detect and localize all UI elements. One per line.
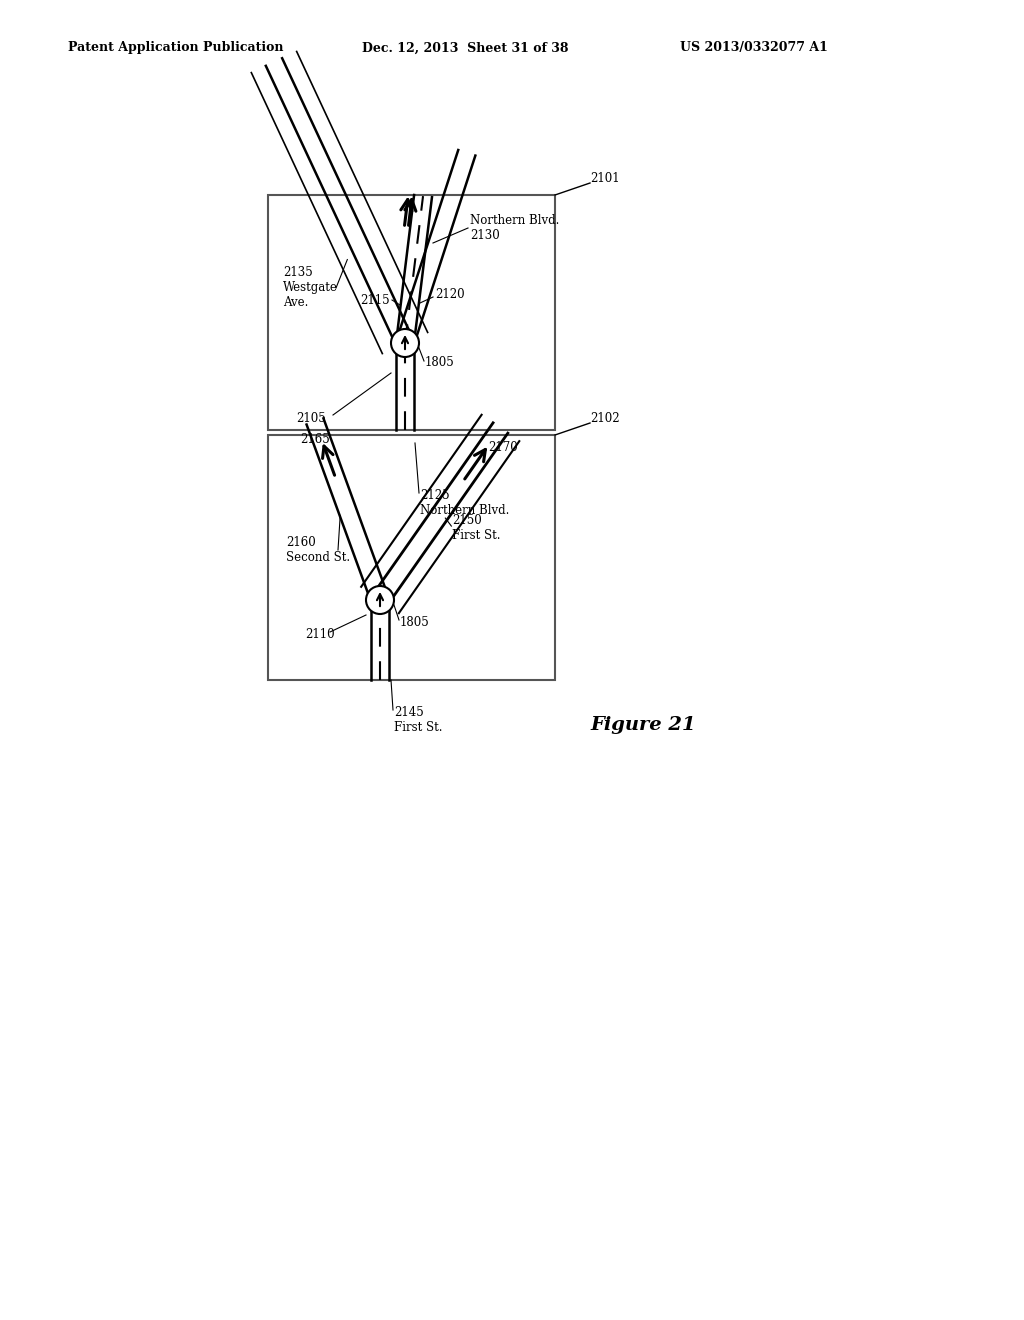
Bar [268,195,555,430]
Circle shape [366,586,394,614]
Text: 2120: 2120 [435,289,465,301]
Text: 2110: 2110 [305,628,335,642]
Text: 2115: 2115 [360,293,390,306]
Text: 2125
Northern Blvd.: 2125 Northern Blvd. [420,488,509,517]
Text: 2105: 2105 [296,412,326,425]
Text: 2101: 2101 [590,172,620,185]
Text: 2150
First St.: 2150 First St. [453,513,501,543]
Text: 2135
Westgate
Ave.: 2135 Westgate Ave. [283,267,338,309]
Text: 1805: 1805 [400,615,430,628]
Text: 2170: 2170 [488,441,518,454]
Text: 2102: 2102 [590,412,620,425]
Text: Dec. 12, 2013  Sheet 31 of 38: Dec. 12, 2013 Sheet 31 of 38 [362,41,568,54]
Text: US 2013/0332077 A1: US 2013/0332077 A1 [680,41,827,54]
Circle shape [391,329,419,356]
Text: Figure 21: Figure 21 [590,715,695,734]
Text: Patent Application Publication: Patent Application Publication [68,41,284,54]
Text: 2160
Second St.: 2160 Second St. [286,536,350,564]
Text: 1805: 1805 [425,356,455,370]
Bar [268,436,555,680]
Text: Northern Blvd.
2130: Northern Blvd. 2130 [470,214,559,242]
Text: 2165: 2165 [300,433,330,446]
Text: 2145
First St.: 2145 First St. [394,706,442,734]
